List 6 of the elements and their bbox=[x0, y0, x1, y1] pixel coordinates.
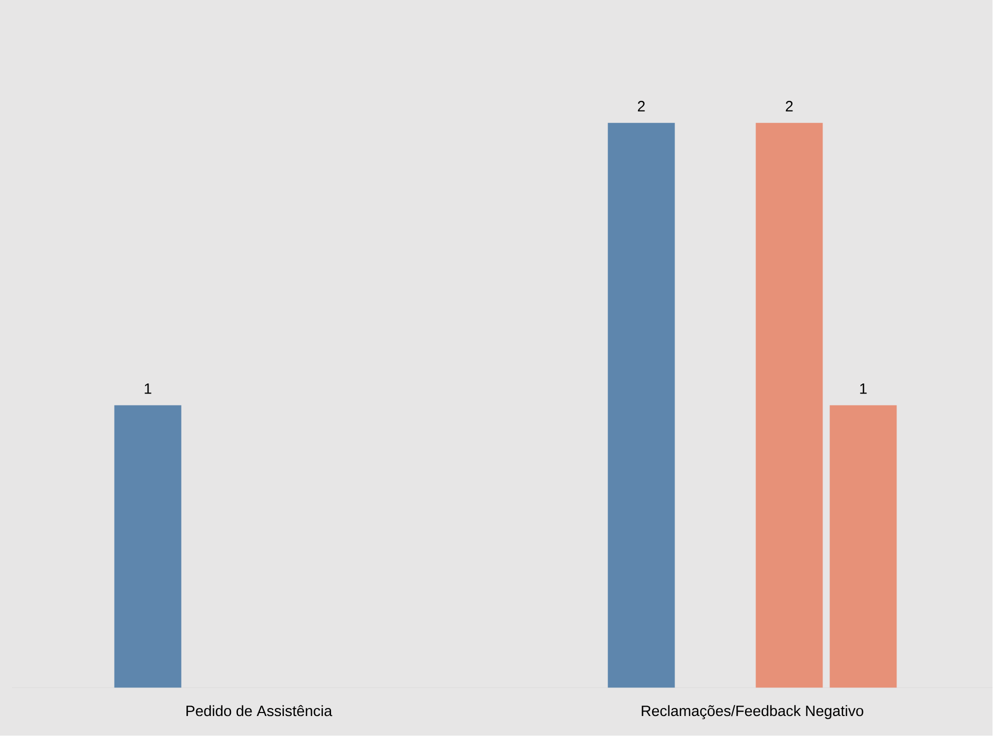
data-label: 1 bbox=[144, 384, 152, 394]
data-label: 2 bbox=[786, 101, 793, 112]
data-label: 1 bbox=[860, 384, 867, 394]
x-tick-label: Pedido de Assistência bbox=[186, 705, 332, 716]
data-label: 2 bbox=[638, 101, 645, 112]
x-tick-label: Reclamações/Feedback Negativo bbox=[642, 705, 864, 720]
